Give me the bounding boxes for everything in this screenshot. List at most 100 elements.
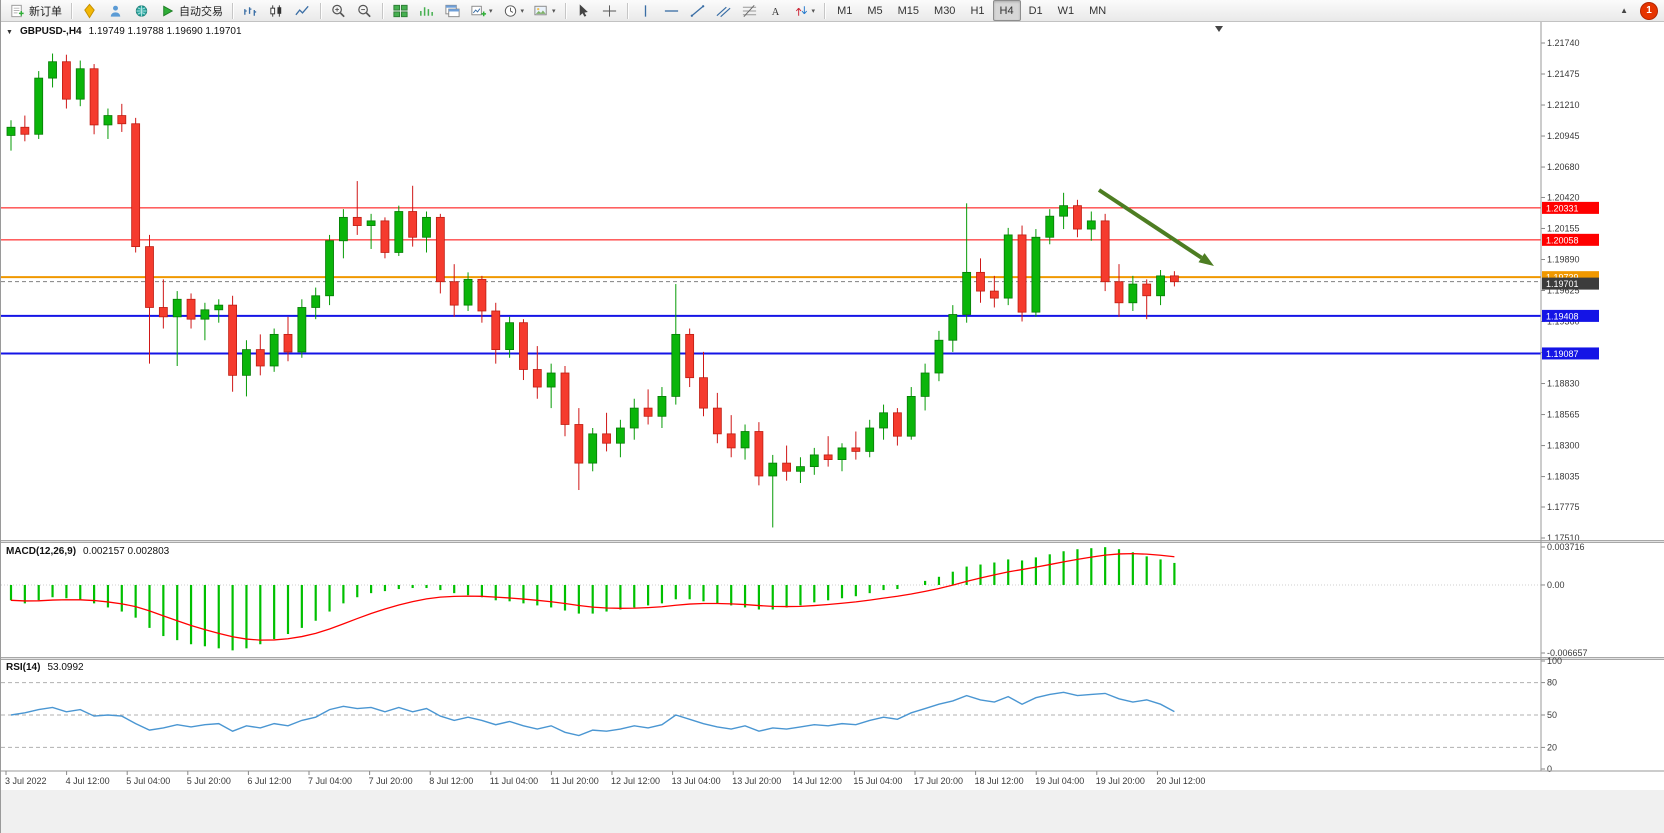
timeframe-m5-button[interactable]: M5 [867,4,883,17]
play-icon [159,3,176,19]
globe-icon [133,3,150,19]
zoomout-icon [356,3,373,19]
svg-text:A: A [771,6,779,17]
time-axis[interactable]: 3 Jul 2022 4 Jul 12:00 5 Jul 04:00 5 Jul 20… [5,771,1205,786]
svg-text:-0.006657: -0.006657 [1547,648,1588,658]
tile-icon [392,3,409,19]
svg-text:6 Jul 12:00: 6 Jul 12:00 [247,776,291,786]
svg-text:1.18300: 1.18300 [1547,441,1580,451]
price-badges: 1.203311.200581.197391.194081.190871.197… [1542,201,1599,360]
hline-icon [663,3,680,19]
timeframe-mn-button[interactable]: MN [1089,4,1107,17]
horizontal-lines[interactable] [1,207,1541,355]
timeframe-m30-button[interactable]: M30 [934,4,956,17]
chart-canvas[interactable]: 1.21740 1.21475 1.21210 1.20945 1.20680 1.204… [1,22,1664,833]
macd-pane: 0.003716 0.00 -0.006657 [1,542,1588,658]
new-chart-button[interactable]: ▾ [466,0,497,21]
dropdown-caret-icon: ▾ [811,7,816,15]
zoom-out-button[interactable] [352,0,377,21]
arrange-windows-button[interactable] [440,0,465,21]
pane-splitters[interactable] [1,540,1664,660]
timeframe-m15-button[interactable]: M15 [897,4,920,17]
crosshair-button[interactable] [597,0,622,21]
windows-icon [444,3,461,19]
bars-icon [242,3,259,19]
template-icon [533,3,550,19]
shift-marker-icon [1215,26,1223,32]
vertical-line-button[interactable] [633,0,658,21]
autotrade-button-label: 自动交易 [179,5,223,18]
dropdown-caret-icon: ▾ [489,7,493,15]
timeframe-m1-button[interactable]: M1 [837,4,853,17]
svg-text:5 Jul 20:00: 5 Jul 20:00 [187,776,231,786]
linechart-icon [294,3,311,19]
text-icon: A [767,3,784,19]
candles-icon [268,3,285,19]
toolbar-separator [564,2,566,19]
tile-windows-button[interactable] [388,0,413,21]
svg-text:1.18035: 1.18035 [1547,472,1580,482]
templates-button[interactable]: ▾ [529,0,560,21]
channel-icon [715,3,732,19]
autotrade-button[interactable]: 自动交易 [155,0,227,21]
svg-text:0.00: 0.00 [1547,580,1565,590]
neworder-icon [9,3,26,19]
market-watch-button[interactable] [103,0,128,21]
svg-text:4 Jul 12:00: 4 Jul 12:00 [66,776,110,786]
svg-text:8 Jul 12:00: 8 Jul 12:00 [429,776,473,786]
timeframe-h4-button[interactable]: H4 [992,0,1021,21]
svg-text:19 Jul 04:00: 19 Jul 04:00 [1035,776,1084,786]
trend-arrow-annotation [1097,188,1214,266]
horizontal-line-button[interactable] [659,0,684,21]
channel-button[interactable] [711,0,736,21]
trendline-button[interactable] [685,0,710,21]
svg-text:7 Jul 04:00: 7 Jul 04:00 [308,776,352,786]
arrows-button[interactable]: ▾ [789,0,820,21]
rsi-pane: 100 80 50 20 0 [1,656,1562,774]
timeframe-w1-button[interactable]: W1 [1057,4,1075,17]
svg-text:1.21740: 1.21740 [1547,38,1580,48]
arrows-icon [793,3,810,19]
svg-text:1.18565: 1.18565 [1547,410,1580,420]
person-icon [107,3,124,19]
toolbar-separator [320,2,321,19]
toolbar-right-group: ▲ 1 [1617,2,1661,19]
svg-text:5 Jul 04:00: 5 Jul 04:00 [126,776,170,786]
candle-chart-button[interactable] [264,0,289,21]
fibonacci-button[interactable] [737,0,762,21]
svg-text:18 Jul 12:00: 18 Jul 12:00 [975,776,1024,786]
cursor-button[interactable] [571,0,596,21]
toolbar-collapse-button[interactable]: ▲ [1620,6,1628,15]
svg-text:11 Jul 04:00: 11 Jul 04:00 [490,776,538,786]
cursor-icon [575,3,592,19]
community-button[interactable] [129,0,154,21]
indicators-button[interactable] [414,0,439,21]
trend-icon [689,3,706,19]
cross-icon [601,3,618,19]
chart-window: 1.21740 1.21475 1.21210 1.20945 1.20680 1.204… [1,22,1664,833]
svg-text:1.20331: 1.20331 [1546,203,1579,213]
svg-text:1.20420: 1.20420 [1547,192,1580,202]
zoom-in-button[interactable] [326,0,351,21]
svg-text:12 Jul 12:00: 12 Jul 12:00 [611,776,660,786]
toolbar-separator [824,2,826,19]
svg-text:1.17510: 1.17510 [1547,533,1580,543]
line-chart-button[interactable] [290,0,315,21]
metaeditor-button[interactable] [77,0,102,21]
svg-text:1.17775: 1.17775 [1547,502,1580,512]
toolbar-separator [626,2,628,19]
timeframe-h1-button[interactable]: H1 [970,4,985,17]
toolbar-separator [382,2,383,19]
new-order-button[interactable]: 新订单 [5,0,66,21]
timeframe-d1-button[interactable]: D1 [1028,4,1043,17]
periods-button[interactable]: ▾ [498,0,529,21]
candles [6,53,1179,528]
svg-text:13 Jul 20:00: 13 Jul 20:00 [732,776,781,786]
svg-text:14 Jul 12:00: 14 Jul 12:00 [793,776,842,786]
svg-text:1.20945: 1.20945 [1547,131,1580,141]
dropdown-caret-icon: ▾ [520,7,525,15]
bar-chart-button[interactable] [238,0,263,21]
notification-badge[interactable]: 1 [1641,2,1657,19]
text-button[interactable]: A [763,0,788,21]
